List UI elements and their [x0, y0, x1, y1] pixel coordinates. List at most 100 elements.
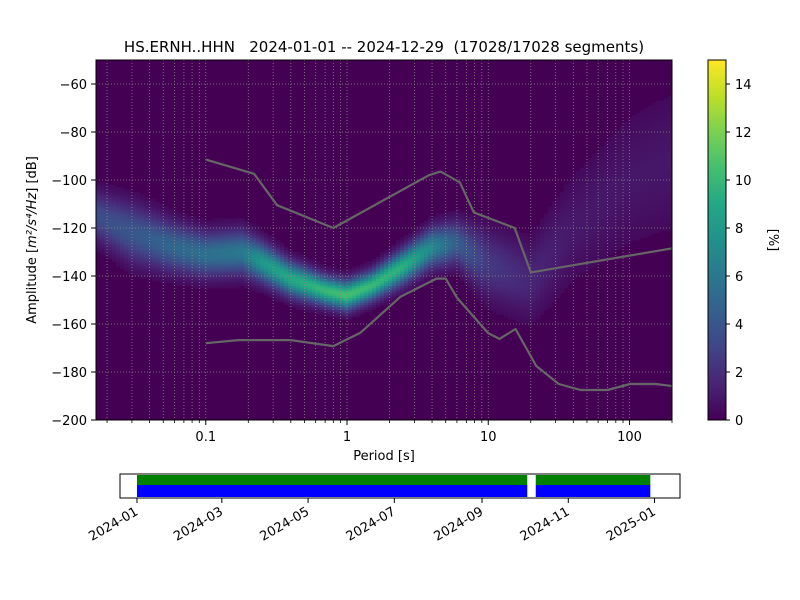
heatmap-cell [244, 264, 249, 267]
heatmap-cell [132, 256, 137, 260]
heatmap-cell [568, 213, 573, 217]
heatmap-cell [440, 228, 445, 231]
heatmap-cell [476, 261, 481, 265]
heatmap-cell [620, 182, 625, 186]
heatmap-cell [372, 283, 377, 286]
heatmap-cell [156, 256, 161, 260]
heatmap-cell [384, 266, 389, 270]
heatmap-cell [632, 230, 637, 234]
heatmap-cell [564, 240, 569, 243]
heatmap-cell [628, 144, 633, 147]
heatmap-cell [520, 300, 525, 303]
heatmap-cell [192, 244, 197, 248]
heatmap-cell [276, 271, 281, 274]
heatmap-cell [128, 254, 133, 258]
heatmap-cell [600, 232, 605, 236]
heatmap-cell [192, 283, 197, 286]
heatmap-cell [576, 223, 581, 226]
heatmap-cell [284, 259, 289, 262]
heatmap-cell [356, 288, 361, 291]
heatmap-cell [524, 300, 529, 303]
heatmap-cell [476, 240, 481, 243]
heatmap-cell [592, 158, 597, 162]
heatmap-cell [552, 259, 557, 262]
heatmap-cell [132, 244, 137, 248]
heatmap-cell [656, 163, 661, 166]
heatmap-cell [500, 312, 505, 315]
heatmap-cell [96, 213, 101, 217]
heatmap-cell [480, 264, 485, 267]
heatmap-cell [520, 273, 525, 277]
heatmap-cell [612, 158, 617, 162]
heatmap-cell [484, 278, 489, 282]
heatmap-cell [436, 220, 441, 224]
heatmap-cell [284, 256, 289, 260]
heatmap-cell [152, 201, 157, 205]
heatmap-cell [592, 160, 597, 164]
heatmap-cell [484, 285, 489, 289]
heatmap-cell [136, 242, 141, 246]
heatmap-cell [232, 232, 237, 236]
heatmap-cell [624, 148, 629, 152]
heatmap-cell [320, 273, 325, 277]
heatmap-cell [384, 264, 389, 267]
heatmap-cell [524, 304, 529, 308]
heatmap-cell [660, 170, 665, 174]
heatmap-cell [624, 218, 629, 222]
heatmap-cell [648, 160, 653, 164]
heatmap-cell [228, 237, 233, 241]
heatmap-cell [656, 187, 661, 190]
heatmap-cell [176, 261, 181, 265]
y-axis-ticks: −60−80−100−120−140−160−180−200 [51, 78, 96, 429]
heatmap-cell [112, 192, 117, 195]
heatmap-cell [604, 192, 609, 195]
heatmap-cell [572, 211, 577, 214]
heatmap-cell [640, 148, 645, 152]
heatmap-cell [400, 261, 405, 265]
heatmap-cell [664, 172, 669, 176]
heatmap-cell [352, 312, 357, 315]
heatmap-cell [656, 153, 661, 157]
heatmap-cell [528, 319, 533, 322]
heatmap-cell [192, 228, 197, 231]
heatmap-cell [620, 225, 625, 229]
heatmap-cell [232, 249, 237, 253]
heatmap-cell [316, 300, 321, 303]
heatmap-cell [588, 196, 593, 200]
heatmap-cell [376, 288, 381, 291]
heatmap-cell [344, 268, 349, 272]
heatmap-cell [448, 244, 453, 248]
heatmap-cell [380, 259, 385, 262]
heatmap-cell [136, 237, 141, 241]
heatmap-cell [544, 307, 549, 310]
heatmap-cell [460, 264, 465, 267]
heatmap-cell [512, 288, 517, 291]
heatmap-cell [128, 213, 133, 217]
heatmap-cell [420, 242, 425, 246]
heatmap-cell [292, 271, 297, 274]
heatmap-cell [404, 237, 409, 241]
heatmap-cell [100, 244, 105, 248]
heatmap-cell [232, 271, 237, 274]
heatmap-cell [440, 266, 445, 270]
heatmap-cell [488, 268, 493, 272]
heatmap-cell [260, 252, 265, 255]
heatmap-cell [628, 124, 633, 128]
heatmap-cell [228, 271, 233, 274]
heatmap-cell [300, 259, 305, 262]
heatmap-cell [404, 242, 409, 246]
heatmap-cell [628, 132, 633, 135]
heatmap-cell [352, 297, 357, 301]
heatmap-cell [444, 230, 449, 234]
heatmap-cell [596, 153, 601, 157]
heatmap-cell [144, 208, 149, 212]
heatmap-cell [548, 300, 553, 303]
heatmap-cell [144, 201, 149, 205]
heatmap-cell [492, 280, 497, 284]
heatmap-cell [308, 307, 313, 310]
heatmap-cell [364, 283, 369, 286]
heatmap-cell [108, 211, 113, 214]
heatmap-cell [632, 237, 637, 241]
heatmap-cell [100, 206, 105, 210]
heatmap-cell [512, 292, 517, 296]
